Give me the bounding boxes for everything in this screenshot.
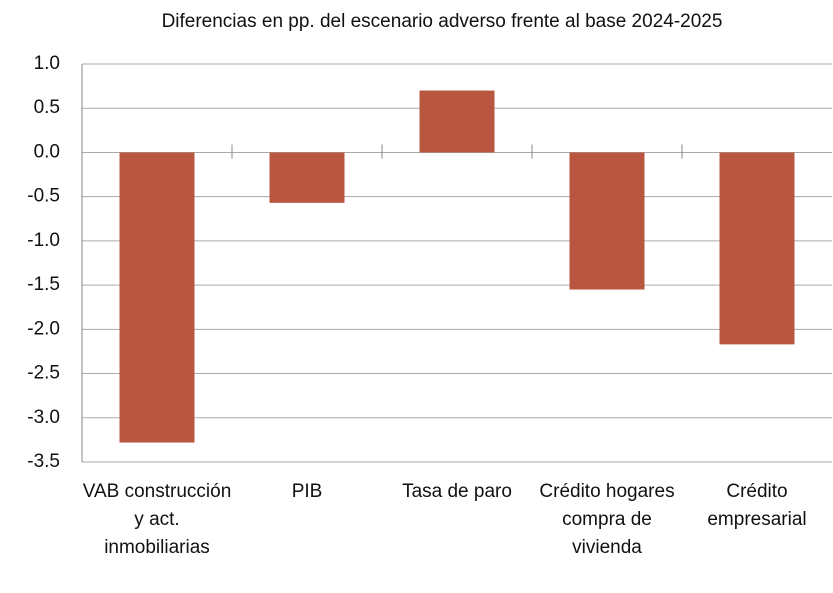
y-tick-label: -3.0 [27,407,60,428]
bar [419,90,495,153]
y-tick-label: -0.5 [27,186,60,207]
y-tick-label: 0.5 [34,97,60,118]
bar [719,152,795,345]
chart-title: Diferencias en pp. del escenario adverso… [162,11,723,32]
y-tick-label: -2.0 [27,318,60,339]
y-tick-label: 1.0 [34,53,60,74]
y-tick-label: 0.0 [34,141,60,162]
x-tick-label: PIB [291,481,323,502]
y-tick-label: -1.0 [27,230,60,251]
bar [119,152,195,443]
x-tick-label: Crédito empresarial [707,481,807,530]
bar [569,152,645,290]
y-tick-label: -3.5 [27,451,60,472]
y-tick-label: -2.5 [27,363,60,384]
y-tick-label: -1.5 [27,274,60,295]
x-tick-label: VAB construcción y act. inmobiliarias [82,481,232,558]
x-tick-label: Tasa de paro [402,481,512,502]
x-tick-label: Crédito hogares compra de vivienda [539,481,675,558]
bar [269,152,345,203]
